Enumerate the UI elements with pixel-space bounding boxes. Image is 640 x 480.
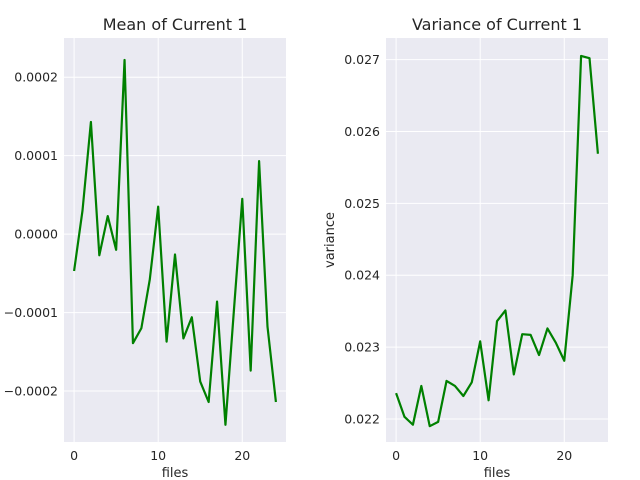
variance-y-tick-label: 0.022 xyxy=(344,411,380,426)
variance-y-tick-label: 0.027 xyxy=(344,52,380,67)
mean-series-line xyxy=(73,58,278,426)
mean-y-tick-label: 0.0002 xyxy=(14,70,58,85)
mean-x-tick-label: 10 xyxy=(150,448,166,463)
mean-y-tick-label: −0.0002 xyxy=(4,384,58,399)
variance-y-tick-label: 0.025 xyxy=(344,196,380,211)
variance-x-tick-label: 10 xyxy=(472,448,488,463)
variance-y-tick-label: 0.024 xyxy=(344,268,380,283)
variance-x-tick-label: 0 xyxy=(392,448,400,463)
variance-plot-area xyxy=(386,38,608,442)
variance-chart-title: Variance of Current 1 xyxy=(412,15,582,34)
mean-chart-title: Mean of Current 1 xyxy=(103,15,248,34)
variance-x-axis-label: files xyxy=(484,466,511,480)
mean-plot-area xyxy=(64,38,286,442)
mean-x-tick-label: 0 xyxy=(70,448,78,463)
mean-x-axis-label: files xyxy=(162,466,189,480)
variance-y-tick-label: 0.023 xyxy=(344,340,380,355)
variance-chart-panel: 0 10 20 0.022 0.023 0.024 0.025 0.026 0.027 Varia… xyxy=(323,15,608,480)
mean-y-tick-label: 0.0000 xyxy=(14,227,58,242)
variance-y-tick-label: 0.026 xyxy=(344,124,380,139)
mean-y-tick-label: −0.0001 xyxy=(4,305,58,320)
mean-chart-panel: 0 10 20 −0.0002 −0.0001 0.0000 0.0001 0.0002 Mea… xyxy=(4,15,286,480)
mean-y-tick-label: 0.0001 xyxy=(14,148,58,163)
variance-x-tick-label: 20 xyxy=(556,448,572,463)
mean-x-tick-label: 20 xyxy=(234,448,250,463)
variance-series-line xyxy=(395,54,600,428)
variance-y-axis-label: variance xyxy=(323,212,338,268)
